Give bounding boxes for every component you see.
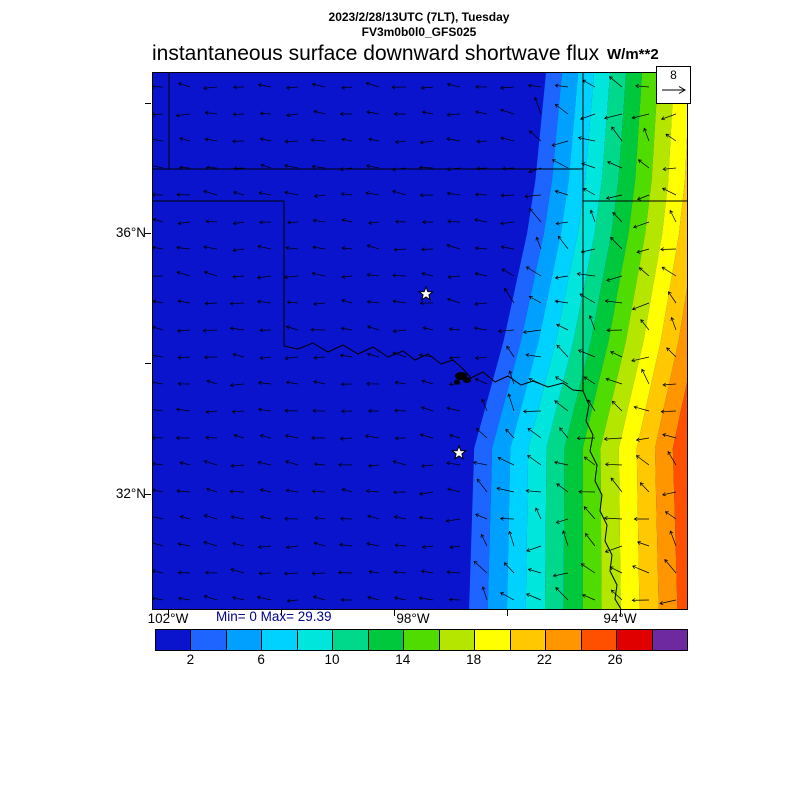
colorbar-segment bbox=[297, 630, 334, 650]
colorbar-segment bbox=[226, 630, 263, 650]
lat-tick bbox=[145, 233, 151, 234]
wind-reference-arrow-icon bbox=[662, 86, 686, 94]
colorbar-tick-label: 10 bbox=[324, 652, 340, 667]
wind-reference-value: 8 bbox=[670, 68, 677, 82]
lon-tick bbox=[281, 610, 282, 616]
lat-tick bbox=[145, 103, 151, 104]
colorbar-segment bbox=[156, 630, 192, 650]
lat-tick bbox=[145, 494, 151, 495]
datetime-header: 2023/2/28/13UTC (7LT), Tuesday bbox=[328, 10, 510, 24]
units-label: W/m**2 bbox=[607, 46, 659, 63]
colorbar-segment bbox=[652, 630, 688, 650]
lat-tick bbox=[145, 363, 151, 364]
chart-title: instantaneous surface downward shortwave… bbox=[152, 42, 600, 65]
colorbar-tick-label: 6 bbox=[257, 652, 265, 667]
colorbar-tick-label: 26 bbox=[607, 652, 623, 667]
colorbar-segment bbox=[191, 630, 227, 650]
colorbar-segment bbox=[404, 630, 440, 650]
map-plot-area bbox=[152, 72, 688, 610]
lon-tick bbox=[168, 610, 169, 616]
min-max-readout: Min= 0 Max= 29.39 bbox=[216, 609, 332, 624]
flux-map-plot bbox=[153, 73, 687, 609]
colorbar-segment bbox=[439, 630, 476, 650]
colorbar-segment bbox=[368, 630, 405, 650]
colorbar bbox=[155, 629, 688, 651]
colorbar-segment bbox=[262, 630, 298, 650]
lon-axis-label: 94°W bbox=[603, 611, 637, 626]
colorbar-segment bbox=[581, 630, 618, 650]
lon-tick bbox=[620, 610, 621, 616]
colorbar-segment bbox=[617, 630, 653, 650]
colorbar-tick-label: 18 bbox=[466, 652, 482, 667]
lon-tick bbox=[507, 610, 508, 616]
colorbar-segment bbox=[333, 630, 369, 650]
model-run-header: FV3m0b0l0_GFS025 bbox=[361, 25, 477, 39]
lat-axis-label: 36°N bbox=[115, 225, 146, 240]
lon-tick bbox=[394, 610, 395, 616]
lon-axis-label: 98°W bbox=[396, 611, 430, 626]
colorbar-tick-label: 2 bbox=[186, 652, 195, 667]
lat-axis-label: 32°N bbox=[115, 486, 146, 501]
colorbar-segment bbox=[510, 630, 547, 650]
colorbar-tick-label: 22 bbox=[536, 652, 552, 667]
colorbar-segment bbox=[546, 630, 582, 650]
colorbar-tick-label: 14 bbox=[395, 652, 411, 667]
lon-axis-label: 102°W bbox=[147, 611, 189, 626]
colorbar-segment bbox=[475, 630, 511, 650]
wind-reference-legend: 8 bbox=[656, 66, 691, 104]
